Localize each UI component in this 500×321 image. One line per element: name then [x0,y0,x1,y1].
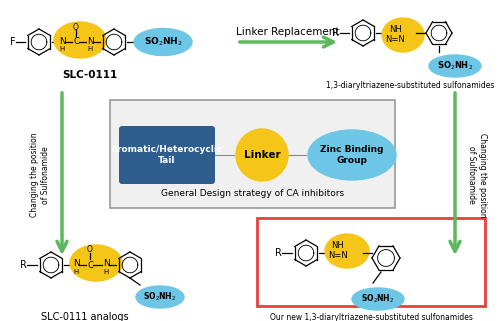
Text: R: R [275,248,282,258]
Ellipse shape [134,29,192,56]
Ellipse shape [352,288,404,310]
FancyBboxPatch shape [110,100,395,208]
Text: O: O [73,22,79,31]
Text: Linker: Linker [244,150,281,160]
Text: 1,3-diaryltriazene-substituted sulfonamides: 1,3-diaryltriazene-substituted sulfonami… [326,81,494,90]
Ellipse shape [382,18,424,52]
Ellipse shape [325,234,369,268]
Text: SLC-0111 analogs: SLC-0111 analogs [41,312,129,321]
Text: H: H [104,269,108,275]
Text: C: C [87,261,93,270]
Text: N: N [72,259,80,268]
FancyBboxPatch shape [119,126,215,184]
Text: H: H [88,46,92,52]
Ellipse shape [136,286,184,308]
Text: SO$_2$NH$_2$: SO$_2$NH$_2$ [437,60,473,72]
Ellipse shape [308,130,396,180]
Text: N=N: N=N [328,251,348,261]
Text: Changing the position
of Sulfonamide: Changing the position of Sulfonamide [30,133,50,217]
Text: SO$_2$NH$_2$: SO$_2$NH$_2$ [144,291,176,303]
Text: NH: NH [330,240,344,249]
Text: Linker Replacement: Linker Replacement [236,27,340,37]
Text: R: R [20,260,27,270]
Ellipse shape [54,22,106,58]
FancyBboxPatch shape [257,218,485,306]
Text: General Design strategy of CA inhibitors: General Design strategy of CA inhibitors [161,189,344,198]
Circle shape [236,129,288,181]
Text: R: R [332,28,338,38]
Text: F: F [10,37,16,47]
Text: C: C [73,38,79,47]
Text: H: H [74,269,78,275]
Text: N: N [86,37,94,46]
Text: N=N: N=N [385,36,405,45]
Text: O: O [87,246,93,255]
Text: SO$_2$NH$_2$: SO$_2$NH$_2$ [362,293,394,305]
Text: N: N [58,37,66,46]
Text: SO$_2$NH$_2$: SO$_2$NH$_2$ [144,36,182,48]
Text: NH: NH [388,24,402,33]
Text: SLC-0111: SLC-0111 [62,70,117,80]
Text: Aromatic/Heterocyclic
Tail: Aromatic/Heterocyclic Tail [111,145,223,165]
Text: Zinc Binding
Group: Zinc Binding Group [320,145,384,165]
Text: N: N [102,259,110,268]
Text: Our new 1,3-diaryltriazene-substituted sulfonamides: Our new 1,3-diaryltriazene-substituted s… [270,314,472,321]
Text: H: H [60,46,64,52]
Text: Changing the position
of Sulfonamide: Changing the position of Sulfonamide [468,133,486,217]
Ellipse shape [70,245,122,281]
Ellipse shape [429,55,481,77]
